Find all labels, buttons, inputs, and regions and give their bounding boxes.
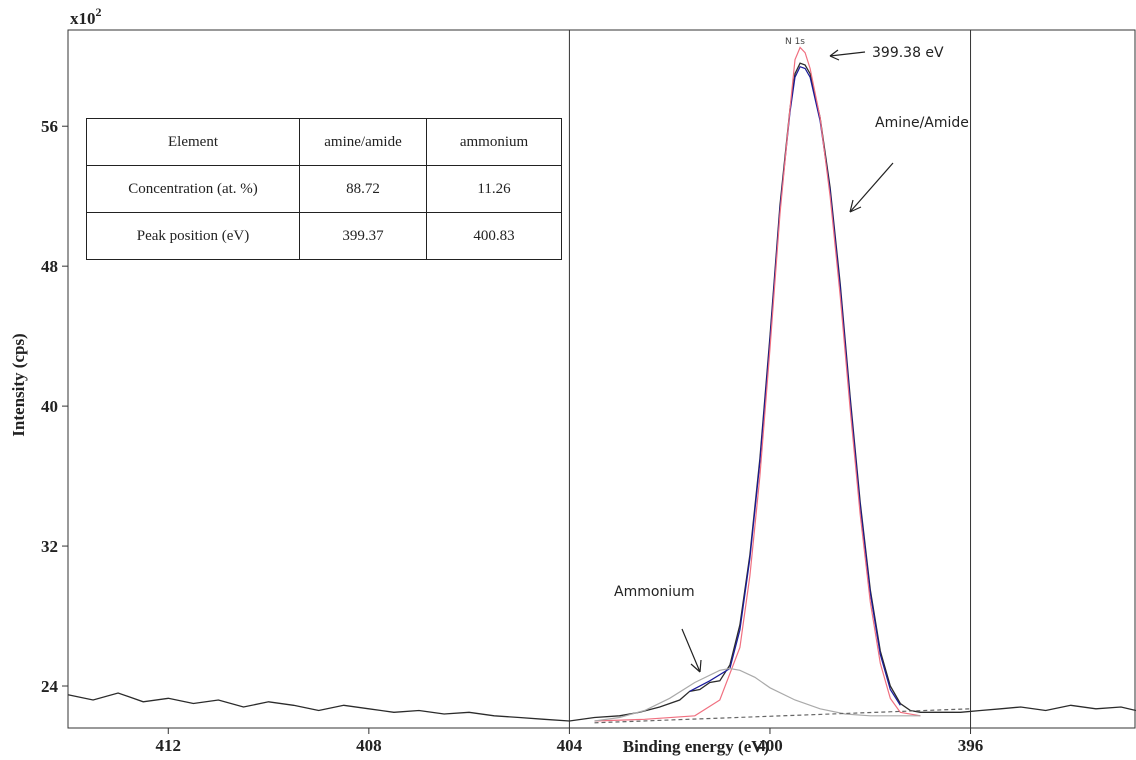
peak-arrow <box>829 51 866 57</box>
amine-amide-annotation: Amine/Amide <box>875 115 969 131</box>
ammonium-arrow <box>681 628 701 673</box>
series-line-measured <box>67 62 1136 722</box>
y-tick-label: 56 <box>41 117 58 136</box>
peak-position-annotation: 399.38 eV <box>872 45 944 61</box>
ammonium-annotation: Ammonium <box>614 584 695 600</box>
table-header-cell: Element <box>86 118 300 166</box>
peak-arrowhead <box>829 49 840 61</box>
x-tick-label: 404 <box>557 736 583 755</box>
table-cell: 399.37 <box>299 212 427 260</box>
plot-frame <box>67 29 1136 729</box>
series-line-fit <box>594 46 921 722</box>
x-tick-label: 408 <box>356 736 382 755</box>
x-tick-label: 412 <box>156 736 182 755</box>
x-tick-label: 400 <box>757 736 783 755</box>
y-tick-label: 24 <box>41 677 59 696</box>
table-header-cell: ammonium <box>426 118 562 166</box>
vertical-lines <box>568 30 972 728</box>
y-tick-label: 48 <box>41 257 58 276</box>
y-tick-label: 40 <box>41 397 58 416</box>
table-cell: 400.83 <box>426 212 562 260</box>
series-line-envelope <box>689 65 901 706</box>
table-cell: 11.26 <box>426 165 562 213</box>
table-cell: Concentration (at. %) <box>86 165 300 213</box>
table-cell: Peak position (eV) <box>86 212 300 260</box>
y-multiplier: x102 <box>70 5 102 28</box>
amine-amide-arrow <box>849 162 894 213</box>
ammonium-arrowhead <box>690 659 702 673</box>
x-axis-title: Binding energy (eV) <box>623 737 769 756</box>
y-axis-title: Intensity (cps) <box>9 333 28 436</box>
table-header-cell: amine/amide <box>299 118 427 166</box>
table-row: Peak position (eV) 399.37 400.83 <box>86 212 562 260</box>
x-tick-label: 396 <box>958 736 984 755</box>
series-line-ammonium-component <box>594 667 921 722</box>
table-row: Concentration (at. %) 88.72 11.26 <box>86 165 562 213</box>
composition-table: Element amine/amide ammonium Concentrati… <box>86 118 562 260</box>
table-header-row: Element amine/amide ammonium <box>86 118 562 166</box>
axis-ticks: 412 408 404 400 396 24 32 40 48 56 <box>41 117 983 755</box>
series-layer <box>67 46 1136 724</box>
peak-label: N 1s <box>785 37 805 47</box>
amine-amide-arrowhead <box>849 199 862 213</box>
table-cell: 88.72 <box>299 165 427 213</box>
y-tick-label: 32 <box>41 537 58 556</box>
